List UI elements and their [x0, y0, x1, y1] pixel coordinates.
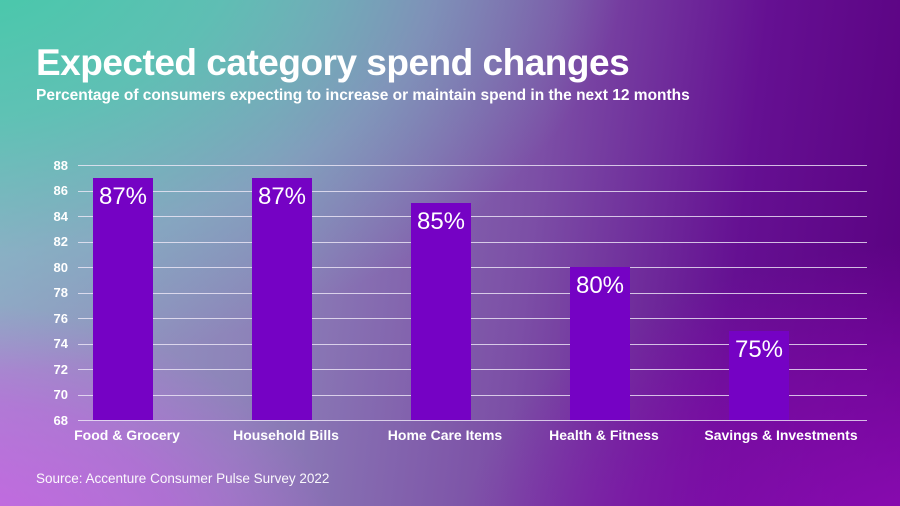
- gridline-84: [78, 216, 867, 217]
- gridline-86: [78, 190, 867, 192]
- gridline-78: [78, 292, 867, 294]
- y-axis-tick-label: 84: [53, 208, 68, 224]
- bar-household-bills: 87%: [252, 177, 312, 420]
- page-subtitle: Percentage of consumers expecting to inc…: [36, 87, 690, 104]
- y-axis-tick-label: 70: [53, 387, 68, 402]
- bar-food-grocery: 87%: [93, 177, 153, 420]
- gridline-74: [78, 343, 867, 345]
- category-label-household-bills: Household Bills: [233, 427, 339, 443]
- gridline-68: [78, 420, 867, 421]
- gridline-88: [78, 165, 867, 166]
- bar-value-label: 85%: [416, 208, 466, 236]
- bar-value-label: 87%: [98, 182, 148, 210]
- bar-savings-investments: 75%: [729, 330, 789, 420]
- y-axis-tick-label: 68: [53, 412, 68, 428]
- y-axis-tick-label: 76: [53, 310, 68, 326]
- bar-home-care-items: 85%: [411, 203, 471, 420]
- bar-value-label: 87%: [257, 182, 307, 210]
- category-label-savings-investments: Savings & Investments: [704, 427, 858, 443]
- y-axis-tick-label: 74: [53, 336, 68, 351]
- gridline-80: [78, 267, 867, 268]
- gridline-76: [78, 318, 867, 319]
- page-title: Expected category spend changes: [36, 42, 630, 83]
- gridline-70: [78, 394, 867, 396]
- source-note: Source: Accenture Consumer Pulse Survey …: [36, 471, 330, 486]
- y-axis-tick-label: 78: [53, 285, 68, 300]
- category-label-health-fitness: Health & Fitness: [549, 427, 659, 443]
- y-axis-tick-label: 88: [53, 157, 68, 173]
- y-axis-tick-label: 80: [53, 259, 68, 275]
- y-axis-tick-label: 72: [53, 361, 68, 377]
- bar-health-fitness: 80%: [570, 267, 630, 420]
- bar-value-label: 75%: [734, 335, 784, 363]
- category-label-food-grocery: Food & Grocery: [74, 427, 180, 443]
- y-axis-tick-label: 86: [53, 183, 68, 198]
- bar-value-label: 80%: [575, 272, 625, 299]
- y-axis-tick-label: 82: [53, 234, 68, 249]
- gridline-72: [78, 369, 867, 370]
- category-label-home-care-items: Home Care Items: [387, 427, 503, 443]
- gridline-82: [78, 241, 867, 243]
